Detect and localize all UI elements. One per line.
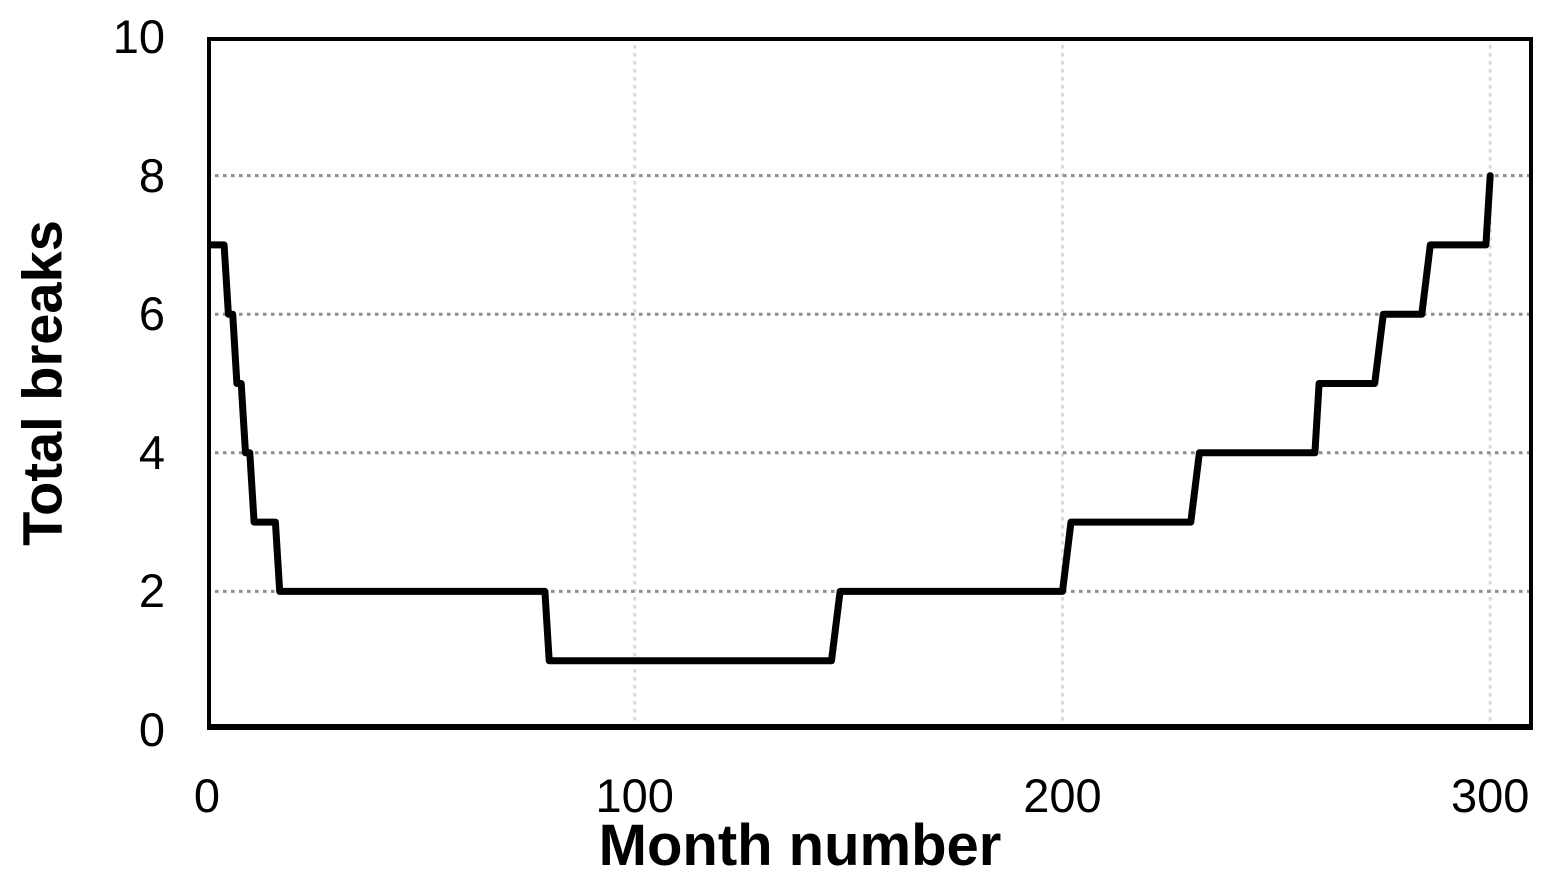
y-tick-label: 10 — [112, 10, 165, 63]
x-axis-title: Month number — [598, 813, 1002, 878]
y-tick-label: 2 — [138, 564, 165, 618]
data-series-line — [207, 172, 1494, 665]
plot-area — [207, 37, 1533, 730]
y-tick-label: 6 — [138, 287, 165, 341]
x-tick-label: 300 — [1451, 769, 1530, 822]
y-axis-title: Total breaks — [10, 220, 74, 546]
y-tick-label: 0 — [138, 703, 165, 756]
x-tick-label: 200 — [1023, 769, 1102, 822]
x-tick-label: 0 — [193, 769, 221, 822]
y-tick-label: 8 — [138, 148, 165, 202]
x-tick-label: 100 — [595, 769, 674, 822]
y-tick-label: 4 — [138, 425, 165, 479]
